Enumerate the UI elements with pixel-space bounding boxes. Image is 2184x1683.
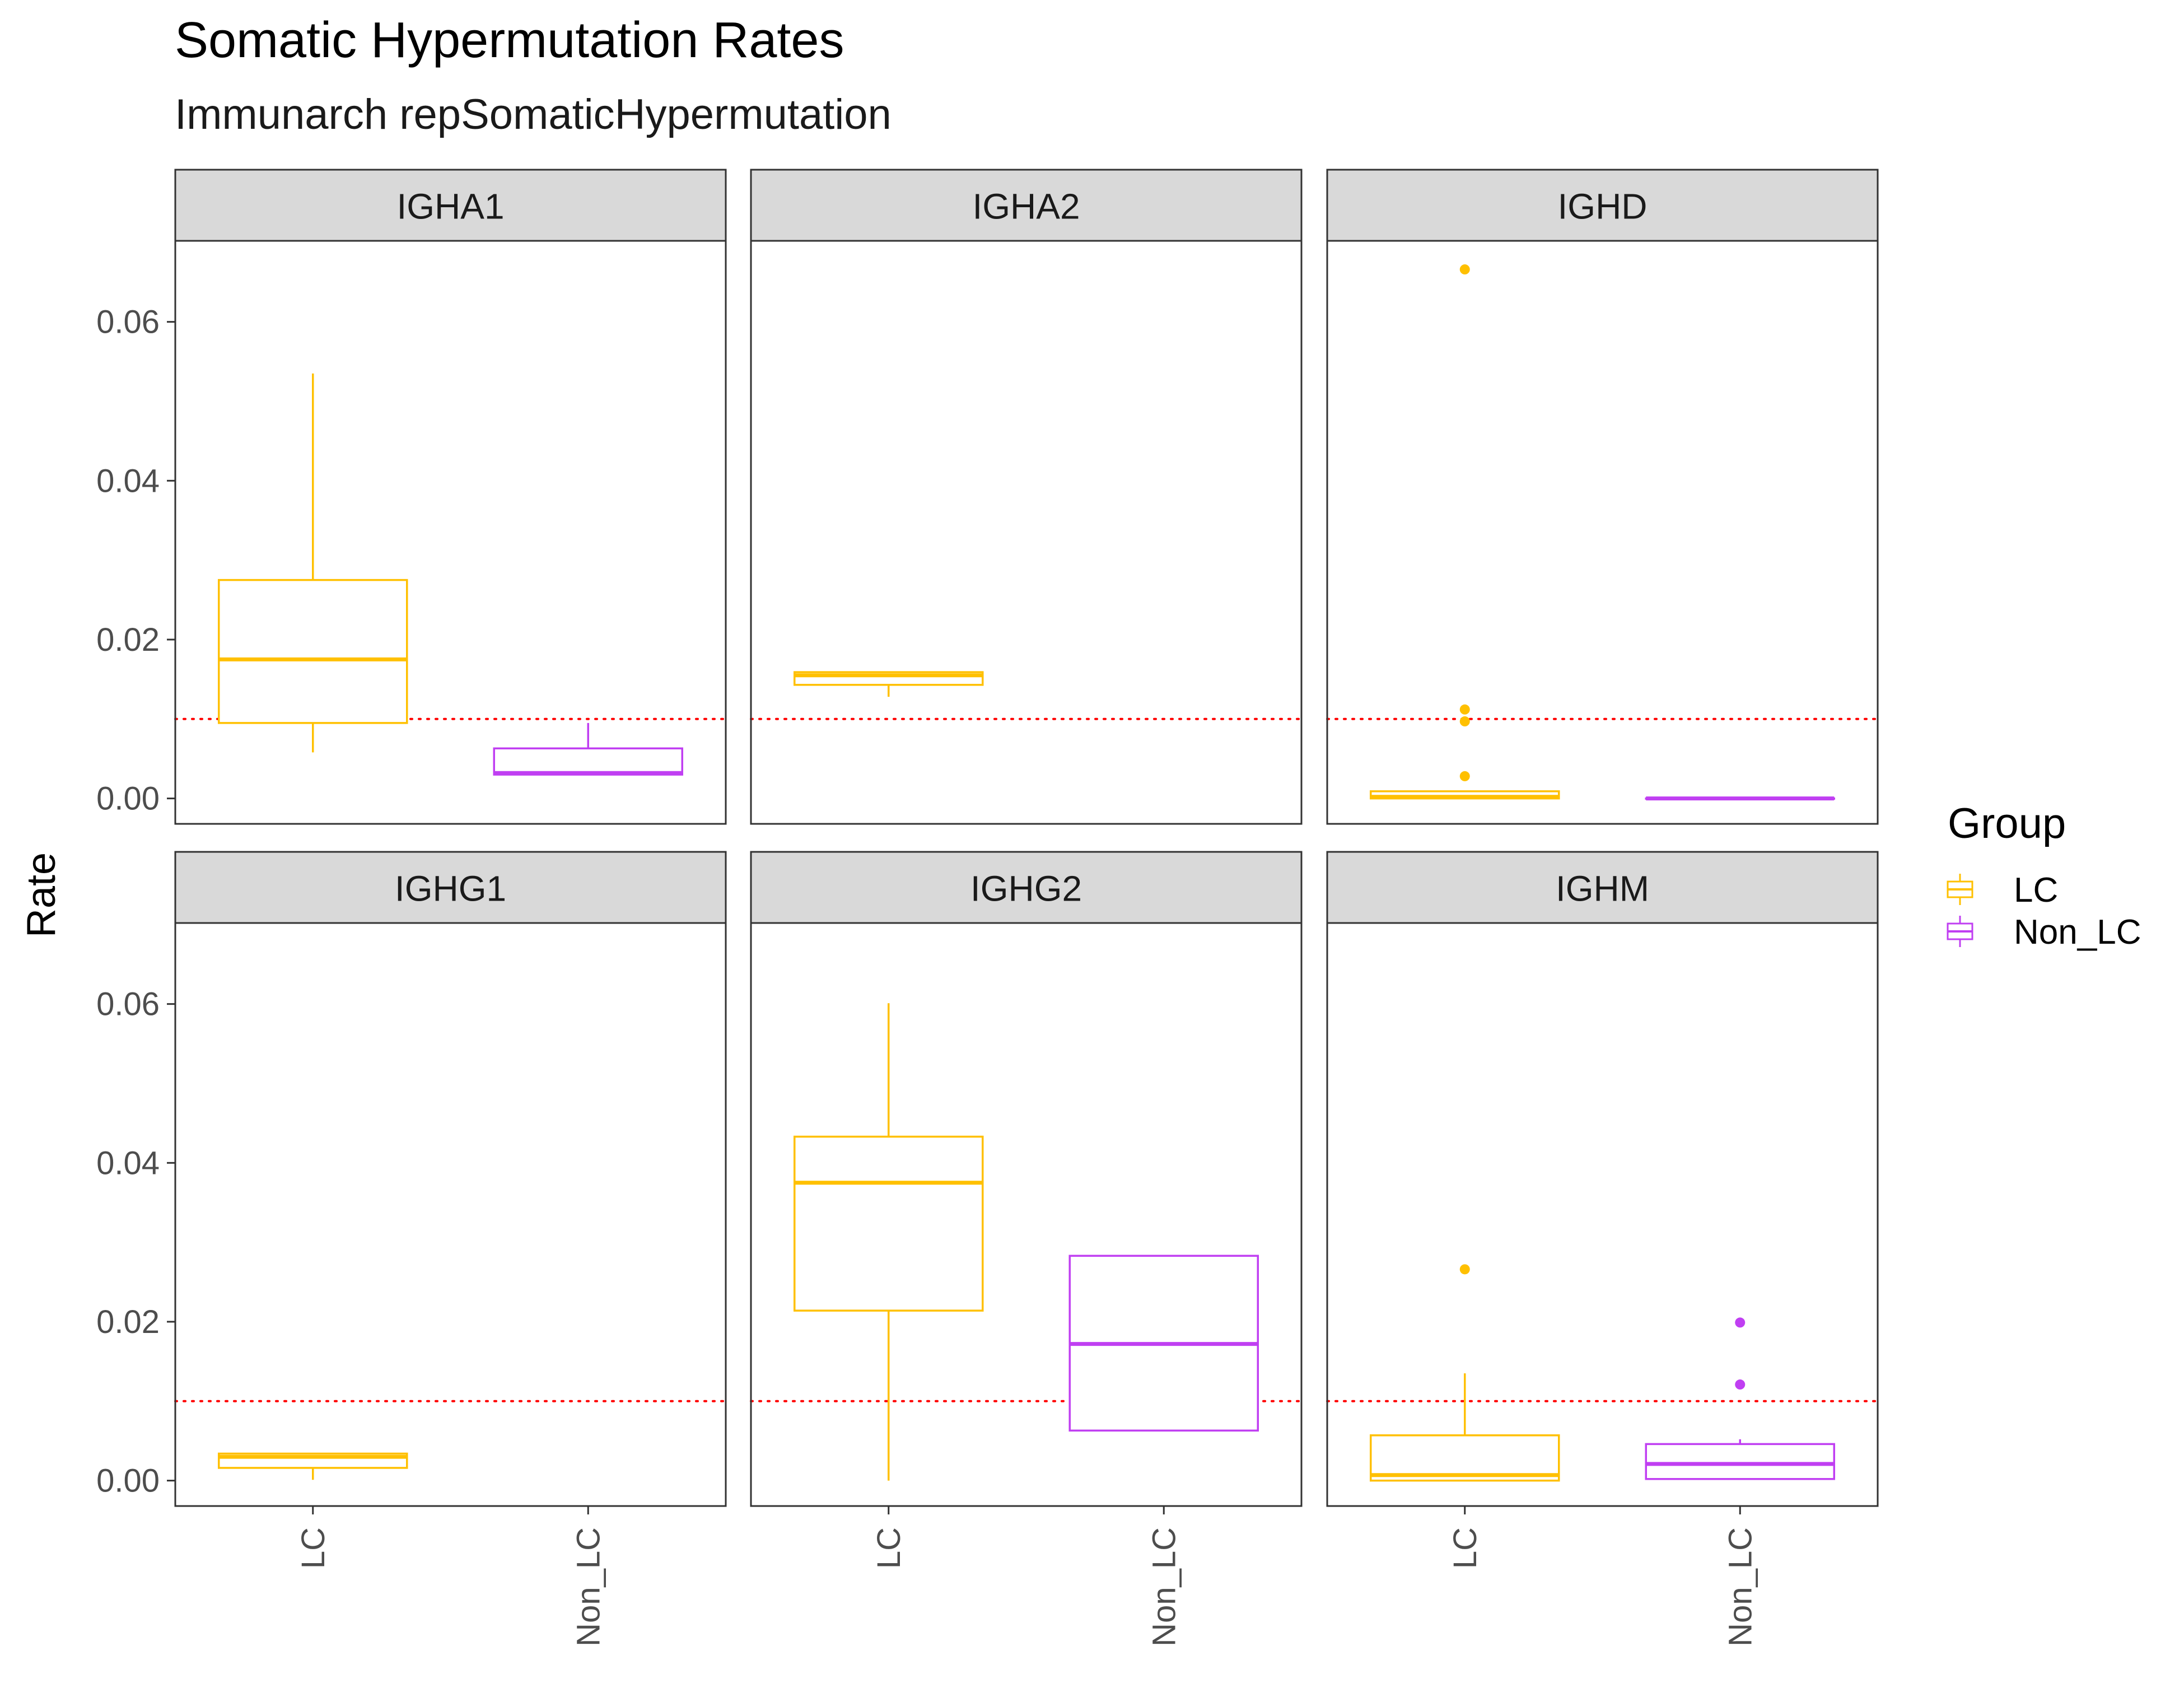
facet-label: IGHD [1558,187,1648,227]
legend-label: Non_LC [2014,913,2141,952]
facet-ighg2: IGHG2 LC Non_LC [750,851,1303,1647]
x-tick-label: LC [871,1527,907,1569]
y-tick-label: 0.02 [96,1304,160,1340]
y-tick-label: 0.06 [96,986,160,1023]
facet-ighd: IGHD [1326,169,1879,825]
panel-background [1327,241,1878,824]
facets-layer: IGHA1 0.00 0.02 0.04 0.06 IGHA2 IGHD IGHG1 0.00 0… [96,169,1879,1647]
x-tick-label: Non_LC [1722,1527,1758,1647]
panel-border [174,922,727,1507]
facet-strip [1326,851,1879,924]
box-non-lc [1645,1317,1835,1480]
y-tick-label: 0.00 [96,781,160,817]
chart-title: Somatic Hypermutation Rates [175,12,844,68]
box-iqr [493,747,683,776]
outlier-point [1459,704,1470,715]
panel-border [174,240,727,825]
legend-item-lc: LC [1947,871,2058,910]
box-non-lc [493,722,683,776]
panel-border [750,240,1303,825]
facet-strip [1326,169,1879,242]
legend-title: Group [1948,800,2066,847]
box-lc [794,1003,984,1481]
x-tick-label: Non_LC [570,1527,606,1647]
panel-border [1326,240,1879,825]
y-tick-label: 0.04 [96,1145,160,1181]
facet-strip [174,169,727,242]
box-non-lc [1068,1255,1259,1432]
y-tick-label: 0.04 [96,463,160,499]
outlier-point [1735,1317,1746,1328]
outlier-point [1735,1379,1746,1390]
box-lc [218,373,408,753]
outlier-point [1459,771,1470,781]
box-iqr [1645,1443,1835,1480]
x-tick-label: LC [1447,1527,1483,1569]
legend-item-non-lc: Non_LC [1947,913,2141,952]
facet-strip [750,169,1303,242]
facet-igha1: IGHA1 0.00 0.02 0.04 0.06 [96,169,727,825]
facet-label: IGHA1 [396,187,504,227]
legend-label: LC [2014,871,2058,910]
facet-strip [174,851,727,924]
panel-background [175,923,726,1506]
box-iqr [218,579,408,724]
facet-igha2: IGHA2 [750,169,1303,825]
box-iqr [1370,1434,1560,1482]
x-tick-label: Non_LC [1146,1527,1182,1647]
facet-ighg1: IGHG1 0.00 0.02 0.04 0.06 LC Non_LC [96,851,727,1647]
facet-label: IGHG2 [970,869,1082,909]
panel-border [750,922,1303,1507]
outlier-point [1459,264,1470,275]
y-tick-label: 0.00 [96,1463,160,1499]
y-tick-label: 0.06 [96,304,160,341]
chart-subtitle: Immunarch repSomaticHypermutation [175,91,892,138]
facet-label: IGHM [1556,869,1649,909]
facet-label: IGHA2 [972,187,1080,227]
y-axis-label: Rate [19,852,64,938]
box-lc [794,671,984,697]
box-lc [1370,1264,1560,1482]
box-iqr [794,1135,984,1312]
facet-ighm: IGHM LC Non_LC [1326,851,1879,1647]
outlier-point [1459,716,1470,727]
panel-border [1326,922,1879,1507]
box-lc [218,1452,408,1480]
x-tick-label: LC [295,1527,332,1569]
panel-background [751,241,1301,824]
outlier-point [1459,1264,1470,1275]
facet-label: IGHG1 [395,869,506,909]
panel-background [175,241,726,824]
y-tick-label: 0.02 [96,622,160,658]
panel-background [1327,923,1878,1506]
box-lc [1370,264,1560,800]
